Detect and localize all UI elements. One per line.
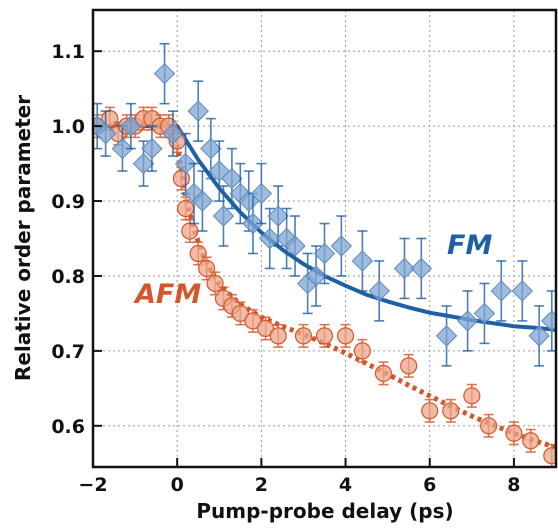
fm-data-point: [393, 257, 416, 280]
fm-data-point: [541, 310, 556, 332]
afm-data-point: [463, 387, 481, 405]
afm-data-point: [421, 402, 439, 420]
afm-data-point: [480, 417, 498, 435]
fm-data-point: [187, 100, 209, 122]
afm-data-point: [177, 199, 195, 218]
x-tick-label: 4: [339, 474, 352, 496]
fm-data-point: [410, 257, 433, 280]
afm-data-point: [505, 424, 523, 442]
afm-data-point: [181, 222, 199, 240]
fm-series-label: FM: [447, 230, 492, 261]
afm-data-point: [543, 447, 556, 465]
afm-data-point: [522, 432, 540, 450]
fm-data-point: [435, 325, 458, 347]
fm-data-point: [111, 137, 134, 160]
afm-series-label: AFM: [133, 279, 201, 310]
fm-data-point: [330, 235, 353, 257]
y-axis-label: Relative order parameter: [11, 95, 35, 381]
fm-data-point: [174, 152, 197, 175]
afm-data-point: [198, 259, 216, 278]
fm-data-point: [528, 325, 550, 347]
x-tick-label: −2: [78, 474, 107, 496]
fm-data-point: [153, 62, 176, 85]
fm-data-point: [368, 280, 390, 302]
fm-data-point: [511, 280, 534, 302]
afm-data-point: [442, 402, 460, 420]
fm-data-point: [162, 122, 184, 145]
fm-data-point: [221, 167, 243, 190]
fm-data-point: [242, 212, 264, 235]
fm-data-point: [490, 280, 512, 302]
fm-data-point: [94, 122, 117, 145]
y-tick-label: 1.1: [51, 41, 85, 63]
axis-ticks: −2 0 2 4 6 8 0.6 0.7 0.8 0.9 1.0 1.1: [51, 41, 520, 496]
afm-data-point: [231, 304, 249, 323]
fm-data-point: [120, 115, 142, 137]
afm-data-point: [315, 327, 334, 345]
fm-data-point: [473, 302, 496, 325]
fm-data-point: [305, 265, 327, 287]
y-tick-label: 0.6: [51, 416, 85, 438]
x-axis-label: Pump-probe delay (ps): [196, 499, 453, 523]
afm-data-point: [269, 327, 287, 345]
afm-data-point: [294, 327, 313, 345]
afm-fit-curve: [93, 123, 556, 450]
y-tick-label: 1.0: [51, 116, 85, 138]
afm-data-point: [336, 327, 355, 345]
fm-data-point: [284, 235, 306, 257]
y-tick-label: 0.7: [51, 341, 85, 363]
fm-data-point: [200, 137, 222, 160]
x-tick-label: 2: [255, 474, 268, 496]
fm-data-point: [351, 250, 374, 272]
afm-data-point: [244, 312, 262, 330]
x-tick-label: 6: [423, 474, 436, 496]
afm-data-point: [353, 342, 371, 360]
afm-data-point: [256, 319, 275, 338]
plot-frame: [91, 8, 558, 469]
fm-data-point: [313, 242, 336, 265]
fm-data-point: [212, 205, 235, 227]
fm-data-point: [191, 190, 214, 212]
fm-data-point: [259, 227, 281, 250]
x-tick-label: 8: [507, 474, 520, 496]
fm-data-point: [141, 137, 163, 160]
fm-data-point: [250, 182, 273, 205]
afm-data-point: [189, 244, 207, 263]
afm-data-point: [206, 274, 224, 293]
fm-data-point: [267, 205, 289, 227]
afm-data-point: [400, 357, 418, 375]
fm-data-point: [132, 152, 155, 175]
afm-data-point: [172, 169, 190, 188]
y-tick-label: 0.9: [51, 191, 85, 213]
x-tick-label: 0: [171, 474, 184, 496]
afm-data-point: [374, 364, 393, 382]
y-tick-label: 0.8: [51, 266, 85, 288]
fm-data-point: [456, 310, 479, 332]
